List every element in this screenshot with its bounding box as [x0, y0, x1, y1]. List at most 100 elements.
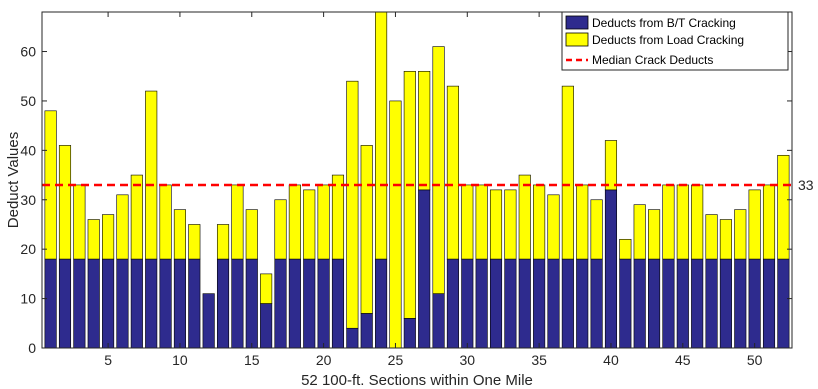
bar-bt-cracking-24 [375, 258, 388, 348]
bar-load-cracking-22 [346, 80, 359, 329]
bar-load-cracking-20 [317, 184, 330, 260]
bar-bt-cracking-21 [331, 258, 345, 348]
y-axis-label: Deduct Values [5, 132, 22, 228]
bar-load-cracking-44 [662, 184, 675, 260]
bar-load-cracking-48 [719, 219, 732, 260]
bar-load-cracking-13 [216, 224, 230, 260]
bar-bt-cracking-28 [432, 293, 445, 348]
bar-bt-cracking-30 [461, 258, 474, 348]
bar-bt-cracking-36 [547, 258, 560, 348]
x-axis-label: 52 100-ft. Sections within One Mile [301, 372, 533, 389]
bar-load-cracking-35 [533, 184, 546, 260]
bar-load-cracking-16 [260, 273, 273, 304]
bar-bt-cracking-35 [533, 258, 546, 348]
bar-bt-cracking-39 [590, 258, 603, 348]
bar-load-cracking-5 [102, 214, 115, 260]
bar-bt-cracking-7 [130, 258, 143, 348]
bar-load-cracking-32 [489, 189, 503, 260]
y-tick-label-0: 0 [28, 340, 36, 356]
bar-bt-cracking-23 [360, 313, 373, 348]
bar-bt-cracking-27 [418, 189, 431, 348]
bar-load-cracking-6 [116, 194, 129, 260]
bar-load-cracking-17 [274, 199, 287, 260]
bar-bt-cracking-9 [159, 258, 172, 348]
bar-bt-cracking-49 [734, 258, 747, 348]
bar-bt-cracking-43 [648, 258, 661, 348]
legend-label-median: Median Crack Deducts [592, 53, 713, 67]
bar-bt-cracking-31 [475, 258, 488, 348]
bar-load-cracking-21 [331, 174, 345, 260]
plot-frame [41, 11, 793, 349]
bar-load-cracking-15 [245, 209, 258, 260]
legend-label-bt-cracking: Deducts from B/T Cracking [592, 16, 736, 30]
y-tick-label-40: 40 [20, 142, 36, 158]
legend-swatch-bt-cracking [565, 15, 589, 30]
bar-load-cracking-26 [403, 70, 416, 319]
bar-bt-cracking-29 [446, 258, 459, 348]
bar-load-cracking-11 [188, 224, 201, 260]
bar-bt-cracking-45 [676, 258, 689, 348]
bar-bt-cracking-37 [561, 258, 574, 348]
x-tick-label-25: 25 [388, 352, 404, 368]
y-axis-ticks: 0 10 20 30 40 50 60 [20, 44, 792, 356]
bar-bt-cracking-11 [188, 258, 201, 348]
bar-bt-cracking-10 [173, 258, 186, 348]
y-tick-label-60: 60 [20, 44, 36, 60]
bar-load-cracking-29 [446, 85, 459, 260]
legend-swatch-load-cracking [565, 32, 589, 47]
bar-bt-cracking-19 [303, 258, 316, 348]
bar-bt-cracking-3 [73, 258, 86, 348]
bar-load-cracking-47 [705, 214, 718, 260]
x-tick-label-5: 5 [104, 352, 112, 368]
bar-bt-cracking-6 [116, 258, 129, 348]
x-tick-label-40: 40 [603, 352, 619, 368]
x-tick-label-15: 15 [244, 352, 260, 368]
x-tick-label-20: 20 [316, 352, 332, 368]
bar-bt-cracking-32 [489, 258, 503, 348]
bar-load-cracking-30 [461, 184, 474, 260]
bar-load-cracking-27 [418, 70, 431, 191]
bar-bt-cracking-20 [317, 258, 330, 348]
bar-load-cracking-43 [648, 209, 661, 260]
bar-load-cracking-24 [375, 12, 388, 260]
bar-bt-cracking-14 [231, 258, 244, 348]
bar-bt-cracking-1 [44, 258, 57, 348]
bar-load-cracking-9 [159, 184, 172, 260]
y-tick-label-30: 30 [20, 192, 36, 208]
bar-bt-cracking-47 [705, 258, 718, 348]
bar-load-cracking-41 [619, 238, 632, 260]
bar-bt-cracking-38 [576, 258, 589, 348]
bar-bt-cracking-26 [403, 318, 416, 348]
bar-load-cracking-52 [777, 154, 790, 260]
bar-load-cracking-2 [58, 145, 72, 260]
bar-bt-cracking-41 [619, 258, 632, 348]
bars-group [44, 12, 790, 348]
bar-load-cracking-3 [73, 184, 86, 260]
bar-load-cracking-28 [432, 46, 445, 294]
x-tick-label-30: 30 [459, 352, 475, 368]
bar-bt-cracking-16 [260, 303, 273, 348]
bar-bt-cracking-52 [777, 258, 790, 348]
x-tick-label-10: 10 [172, 352, 188, 368]
bar-load-cracking-49 [734, 209, 747, 260]
bar-load-cracking-45 [676, 184, 689, 260]
bar-load-cracking-38 [576, 184, 589, 260]
bar-bt-cracking-4 [87, 258, 100, 348]
bar-bt-cracking-33 [504, 258, 517, 348]
bar-load-cracking-36 [547, 194, 560, 260]
x-tick-label-35: 35 [531, 352, 547, 368]
bar-load-cracking-31 [475, 184, 488, 260]
bar-bt-cracking-42 [633, 258, 646, 348]
bar-bt-cracking-2 [58, 258, 72, 348]
bar-bt-cracking-46 [691, 258, 704, 348]
bar-load-cracking-25 [389, 100, 402, 348]
x-tick-label-50: 50 [747, 352, 763, 368]
bar-bt-cracking-40 [604, 189, 618, 348]
bar-load-cracking-23 [360, 145, 373, 314]
bar-load-cracking-18 [288, 184, 301, 260]
legend-label-load-cracking: Deducts from Load Cracking [592, 33, 744, 47]
bar-bt-cracking-8 [145, 258, 158, 348]
bar-load-cracking-46 [691, 184, 704, 260]
y-tick-label-50: 50 [20, 93, 36, 109]
bar-load-cracking-8 [145, 90, 158, 260]
